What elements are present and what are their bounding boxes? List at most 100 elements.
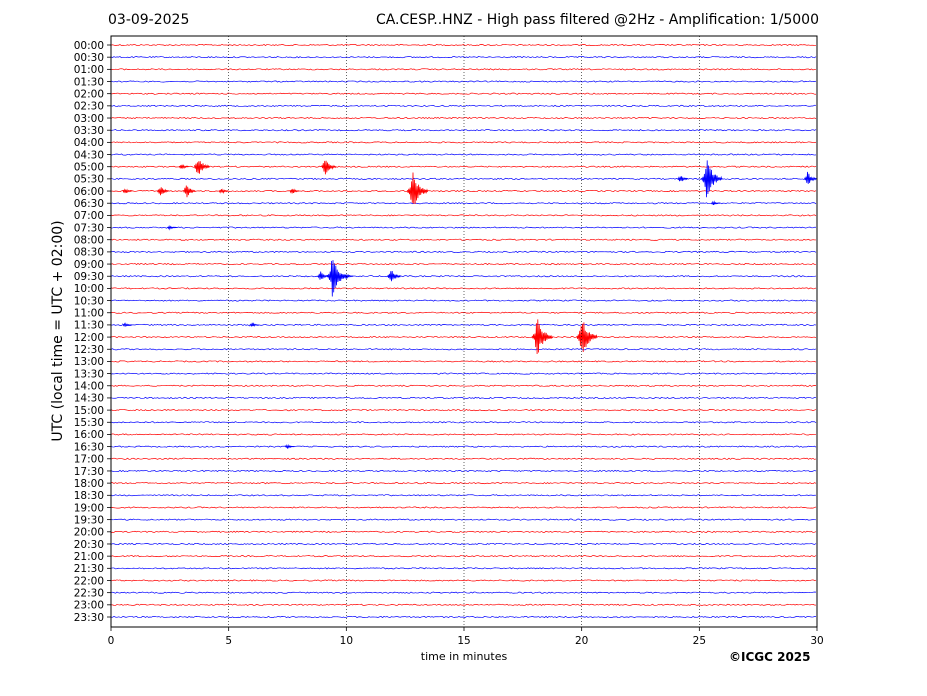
y-tick-label: 17:00 [74, 454, 104, 466]
y-tick-label: 19:30 [74, 514, 104, 526]
y-tick-label: 09:00 [74, 259, 104, 271]
trace-1600 [110, 433, 817, 436]
trace-1200 [110, 336, 817, 339]
trace-0230 [110, 104, 817, 107]
event-mark [122, 188, 133, 194]
y-tick-labels: 00:0000:3001:0001:3002:0002:3003:0003:30… [74, 40, 111, 624]
event-mark [249, 322, 260, 328]
x-tick-label: 25 [693, 635, 706, 647]
x-tick-label: 30 [810, 635, 823, 647]
vertical-gridlines [228, 36, 700, 627]
y-tick-label: 03:30 [74, 125, 104, 137]
y-tick-label: 20:00 [74, 527, 104, 539]
trace-0400 [110, 141, 817, 144]
trace-2230 [110, 591, 817, 594]
y-tick-label: 00:00 [74, 40, 104, 52]
event-mark [576, 322, 598, 352]
chart-title: CA.CESP..HNZ - High pass filtered @2Hz -… [375, 12, 819, 28]
trace-1230 [110, 348, 817, 351]
y-tick-label: 02:00 [74, 88, 104, 100]
y-tick-label: 10:00 [74, 283, 104, 295]
trace-0330 [110, 129, 817, 132]
trace-0700 [110, 214, 817, 217]
y-tick-label: 18:30 [74, 490, 104, 502]
y-tick-label: 16:00 [74, 429, 104, 441]
x-tick-label: 0 [108, 635, 115, 647]
y-tick-label: 21:00 [74, 551, 104, 563]
y-tick-label: 10:30 [74, 295, 104, 307]
trace-0930 [110, 275, 817, 278]
y-tick-label: 12:30 [74, 344, 104, 356]
trace-1130 [110, 323, 817, 326]
x-tick-label: 15 [457, 635, 470, 647]
event-mark [343, 274, 354, 279]
date-label: 03-09-2025 [108, 12, 190, 28]
x-tick-labels: 0 5 10 15 20 25 30 [108, 627, 824, 647]
y-tick-label: 15:00 [74, 405, 104, 417]
y-tick-label: 02:30 [74, 101, 104, 113]
event-mark [531, 319, 553, 354]
y-tick-label: 14:30 [74, 393, 104, 405]
y-tick-label: 01:00 [74, 64, 104, 76]
trace-0200 [110, 92, 817, 95]
trace-0300 [110, 116, 817, 120]
trace-1800 [110, 482, 817, 485]
y-tick-label: 22:30 [74, 587, 104, 599]
event-mark [327, 260, 349, 297]
trace-1100 [110, 311, 817, 314]
trace-0130 [110, 80, 817, 83]
event-mark [407, 172, 429, 204]
trace-0830 [110, 250, 817, 253]
y-tick-label: 20:30 [74, 539, 104, 551]
plot-frame [110, 35, 818, 628]
trace-1500 [110, 408, 817, 412]
trace-0900 [110, 263, 817, 266]
y-tick-label: 09:30 [74, 271, 104, 283]
y-tick-label: 16:30 [74, 441, 104, 453]
trace-1730 [110, 469, 817, 472]
y-axis-label: UTC (local time = UTC + 02:00) [50, 220, 66, 441]
trace-1000 [110, 287, 817, 290]
y-tick-label: 05:30 [74, 174, 104, 186]
y-tick-label: 12:00 [74, 332, 104, 344]
y-tick-label: 14:00 [74, 381, 104, 393]
y-tick-label: 08:30 [74, 247, 104, 259]
trace-0600 [110, 189, 817, 193]
y-tick-label: 08:00 [74, 235, 104, 247]
trace-0530 [110, 177, 817, 180]
trace-0730 [110, 226, 817, 229]
trace-2030 [110, 542, 817, 546]
trace-0000 [110, 43, 817, 47]
trace-1330 [110, 372, 817, 375]
y-tick-label: 23:00 [74, 600, 104, 612]
y-tick-label: 11:30 [74, 320, 104, 332]
trace-1530 [110, 421, 817, 424]
trace-0430 [110, 153, 817, 156]
event-mark [167, 224, 177, 231]
y-tick-label: 11:00 [74, 308, 104, 320]
trace-0800 [110, 238, 817, 241]
y-tick-label: 13:00 [74, 356, 104, 368]
trace-2200 [110, 579, 817, 582]
event-mark [157, 187, 170, 196]
event-mark [321, 160, 337, 175]
event-mark [804, 171, 817, 184]
trace-2130 [110, 567, 817, 570]
copyright-credit: ©ICGC 2025 [729, 650, 811, 664]
event-mark [701, 160, 723, 198]
trace-group [110, 43, 817, 619]
event-mark [219, 188, 229, 195]
event-mark [317, 271, 329, 280]
x-tick-label: 20 [575, 635, 588, 647]
trace-0100 [110, 68, 817, 71]
y-tick-label: 23:30 [74, 612, 104, 624]
y-tick-label: 03:00 [74, 113, 104, 125]
x-tick-label: 5 [225, 635, 232, 647]
y-tick-label: 05:00 [74, 162, 104, 174]
event-mark [183, 185, 196, 198]
trace-1030 [110, 299, 817, 302]
y-tick-label: 00:30 [74, 52, 104, 64]
y-tick-label: 22:00 [74, 575, 104, 587]
trace-0030 [110, 56, 817, 59]
